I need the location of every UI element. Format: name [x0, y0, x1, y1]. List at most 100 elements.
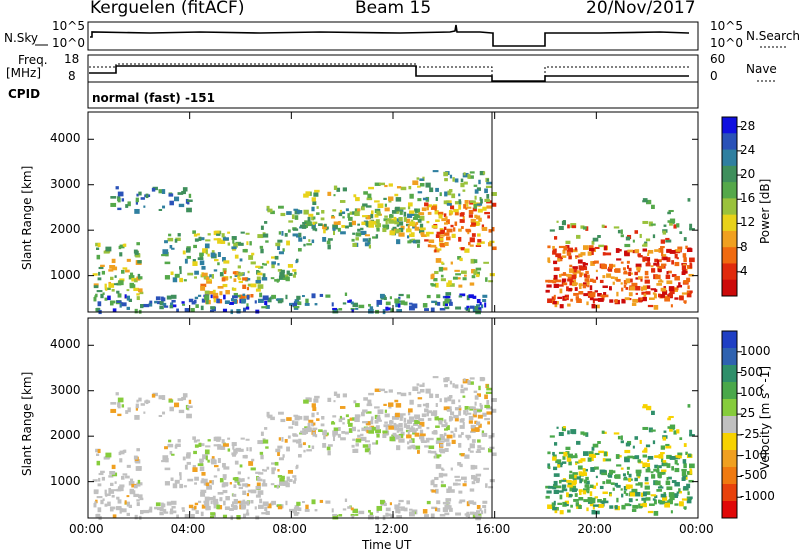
power-echo [434, 282, 439, 288]
power-echo [385, 306, 389, 311]
colorbar-segment [722, 133, 737, 151]
power-echo [415, 222, 419, 225]
power-echo [457, 277, 461, 280]
velocity-echo [566, 492, 569, 498]
colorbar-segment [722, 382, 737, 400]
power-echo [595, 269, 598, 273]
power-echo [427, 231, 434, 235]
power-echo [368, 220, 372, 225]
velocity-echo [689, 434, 695, 437]
power-echo [570, 298, 573, 302]
velocity-echo [396, 392, 402, 395]
velocity-echo [459, 499, 466, 503]
power-echo [553, 267, 560, 271]
power-echo [585, 274, 590, 279]
power-echo [420, 232, 425, 236]
velocity-echo [414, 445, 421, 450]
power-echo [220, 239, 226, 244]
velocity-echo [338, 514, 343, 517]
power-echo [641, 291, 647, 295]
power-echo [419, 178, 424, 181]
velocity-echo [572, 472, 578, 476]
velocity-echo [475, 473, 482, 477]
power-echo [278, 251, 284, 255]
power-echo [676, 285, 680, 288]
power-echo [314, 303, 318, 306]
power-echo [631, 303, 637, 306]
velocity-echo [602, 491, 608, 495]
velocity-echo [620, 488, 623, 491]
power-echo [194, 238, 199, 242]
velocity-echo [314, 395, 320, 399]
power-echo [292, 269, 297, 272]
velocity-echo [185, 453, 191, 459]
power-echo [126, 306, 130, 310]
power-echo [182, 187, 188, 192]
power-echo [280, 269, 285, 274]
velocity-echo [93, 503, 97, 508]
velocity-echo [396, 430, 400, 433]
velocity-echo [333, 391, 338, 396]
power-echo [355, 197, 360, 202]
velocity-echo [276, 504, 282, 508]
power-echo [232, 287, 237, 291]
power-echo [464, 248, 470, 253]
velocity-echo [357, 429, 360, 432]
velocity-echo [217, 491, 224, 495]
power-echo [476, 215, 481, 220]
power-echo [454, 211, 459, 216]
velocity-echo [292, 475, 297, 478]
power-echo [184, 308, 190, 313]
beam-title: Beam 15 [355, 0, 432, 18]
velocity-echo [158, 395, 165, 400]
power-echo [586, 293, 592, 297]
power-echo [135, 253, 141, 258]
velocity-echo [563, 451, 568, 457]
power-echo [671, 274, 677, 278]
power-echo [476, 242, 481, 246]
velocity-echo [459, 425, 465, 429]
velocity-echo [663, 462, 668, 467]
power-echo [129, 272, 134, 276]
power-echo [671, 260, 675, 265]
velocity-echo [209, 515, 215, 518]
power-echo [377, 211, 381, 216]
power-echo [322, 224, 327, 230]
power-echo [600, 294, 606, 298]
velocity-echo [326, 432, 329, 436]
power-echo [336, 187, 341, 192]
velocity-echo [582, 432, 587, 436]
velocity-echo [486, 384, 490, 388]
power-echo [642, 248, 648, 252]
velocity-echo [681, 498, 688, 501]
power-echo [450, 261, 453, 265]
velocity-echo [616, 497, 619, 503]
velocity-echo [251, 458, 255, 462]
velocity-echo [239, 500, 245, 505]
velocity-echo [368, 430, 375, 434]
velocity-echo [388, 420, 394, 424]
power-echo [247, 283, 252, 287]
power-echo [611, 264, 616, 268]
power-echo [566, 286, 569, 292]
power-echo [352, 302, 359, 308]
velocity-echo [637, 475, 641, 479]
velocity-echo [126, 501, 130, 507]
velocity-echo [683, 486, 689, 490]
velocity-echo [304, 508, 310, 512]
power-echo [388, 219, 395, 224]
velocity-echo [419, 433, 426, 437]
velocity-echo [468, 415, 474, 421]
velocity-echo [277, 445, 283, 449]
power-echo [464, 200, 469, 204]
velocity-echo [102, 498, 105, 501]
velocity-echo [417, 391, 421, 394]
power-echo [382, 224, 388, 228]
velocity-echo [427, 450, 432, 454]
power-echo [313, 192, 319, 197]
power-echo [578, 299, 582, 303]
velocity-echo [458, 399, 461, 403]
power-echo [683, 237, 687, 241]
velocity-echo [120, 508, 127, 513]
velocity-echo [312, 427, 318, 430]
